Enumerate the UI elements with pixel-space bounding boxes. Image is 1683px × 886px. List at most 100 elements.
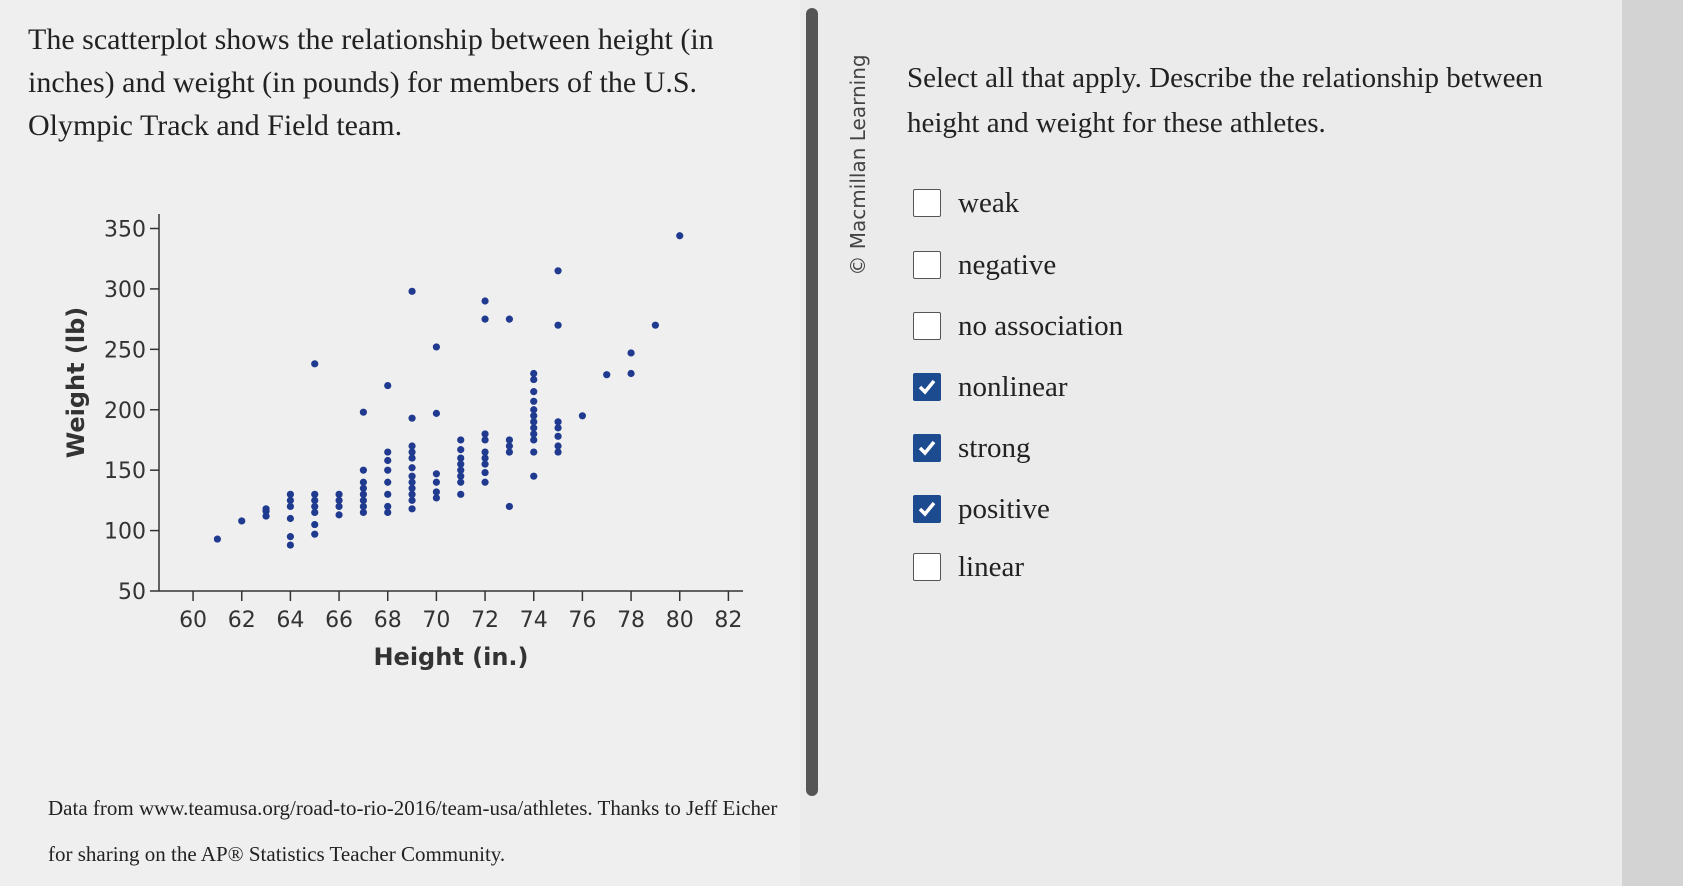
left-panel [0,0,800,886]
data-point [505,315,513,323]
checkbox[interactable] [913,553,941,581]
option-label[interactable]: nonlinear [958,370,1068,403]
x-tick-label: 76 [568,608,596,633]
option[interactable]: no association [913,310,1123,342]
data-point [627,369,635,378]
data-point [311,490,319,498]
data-point [530,388,538,396]
checkbox[interactable] [913,495,941,523]
option-label[interactable]: linear [958,550,1025,583]
data-point [457,466,465,474]
data-point [457,436,465,444]
checkbox[interactable] [913,189,941,217]
data-point [676,232,684,240]
data-point [530,430,538,438]
data-point [457,460,465,468]
option[interactable]: nonlinear [913,371,1068,403]
check-mark [918,379,936,395]
data-point [359,478,367,486]
data-point [530,369,538,378]
check-mark [918,440,936,456]
y-tick-label: 350 [104,218,146,243]
checkbox[interactable] [913,373,941,401]
data-point [408,414,416,422]
data-point [530,472,538,480]
check-path [918,440,936,456]
data-point [384,478,392,486]
data-point [408,464,416,472]
option[interactable]: strong [913,432,1031,464]
scatter-chart: 50 100 150 200 250 300 350 60 62 64 66 68 70 72 74 76 78… [62,214,743,671]
question-text: The scatterplot shows the relationship b… [28,23,714,142]
y-tick-label: 300 [104,278,146,303]
data-point [530,375,538,384]
data-point [286,502,294,511]
option-label[interactable]: weak [958,186,1020,219]
data-point [457,490,465,498]
data-point [432,478,440,486]
data-point [359,502,367,511]
data-point [286,514,294,523]
data-point [505,442,513,450]
data-point [311,508,319,517]
right-edge [1622,0,1683,886]
y-axis-label: Weight (lb) [62,307,90,459]
data-point [311,360,319,368]
data-point [481,436,489,444]
option[interactable]: weak [913,187,1019,219]
y-tick-label: 50 [118,580,146,605]
data-point [408,490,416,498]
data-point [359,466,367,474]
x-axis-label: Height (in.) [373,643,528,671]
data-point [481,454,489,462]
data-point [481,468,489,477]
data-point [530,418,538,426]
data-point [603,371,611,379]
data-point [335,502,343,511]
data-point [481,478,489,486]
data-point [554,424,562,432]
option[interactable]: positive [913,493,1050,525]
data-point [530,406,538,414]
option[interactable]: negative [913,249,1056,281]
option-label[interactable]: no association [958,309,1124,342]
data-point [359,408,367,416]
data-point [359,496,367,504]
data-point [530,424,538,432]
data-point [408,442,416,450]
data-point [554,418,562,426]
check-mark [918,501,936,517]
data-point [432,488,440,496]
data-point [481,448,489,456]
data-point [432,494,440,502]
x-tick-label: 82 [714,608,742,633]
y-tick-label: 100 [104,520,146,545]
checkbox[interactable] [913,251,941,279]
data-point [554,448,562,456]
option-label[interactable]: negative [958,248,1057,281]
data-point [262,505,270,513]
data-point [408,448,416,456]
option-label[interactable]: strong [958,431,1031,464]
data-point [286,541,294,549]
check-path [918,501,936,517]
data-point [359,484,367,492]
checkbox[interactable] [913,434,941,462]
option-label[interactable]: positive [958,492,1050,525]
checkbox[interactable] [913,312,941,340]
x-tick-label: 78 [617,608,645,633]
data-point [481,297,489,305]
option[interactable]: linear [913,551,1024,583]
data-point [286,496,294,504]
data-point [335,496,343,504]
data-point [505,502,513,511]
data-point [384,508,392,517]
y-tick-label: 200 [104,399,146,424]
data-point [457,446,465,454]
data-point [554,432,562,440]
data-point [286,533,294,541]
data-point [384,466,392,474]
data-point [481,430,489,438]
scrollbar[interactable] [806,8,818,796]
